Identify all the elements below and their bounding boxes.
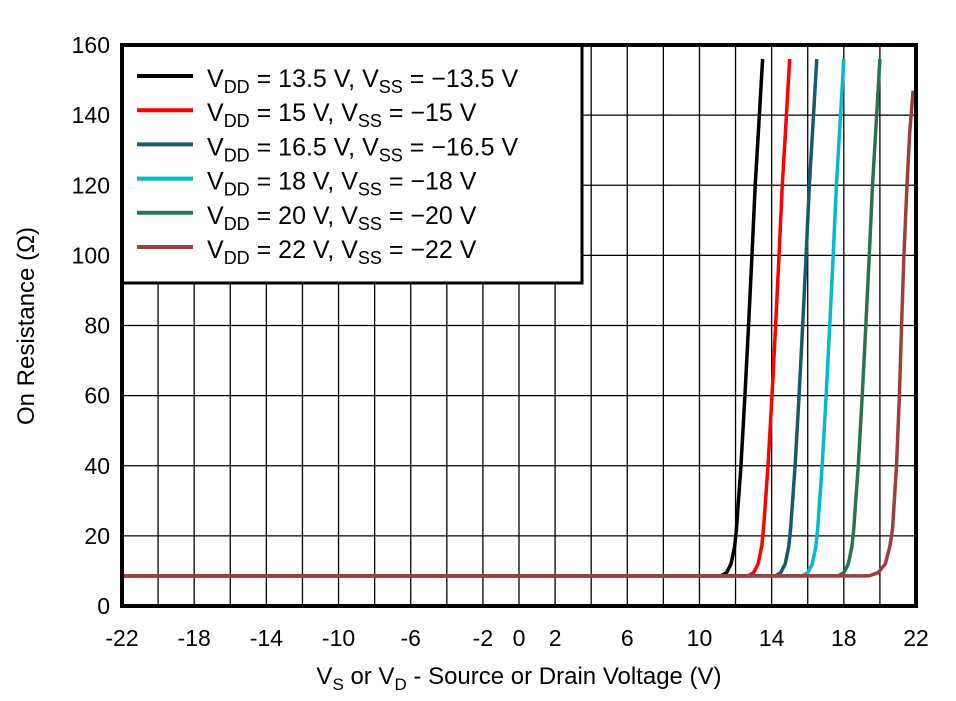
series-line-2 — [122, 58, 819, 578]
legend-text-part: DD — [224, 111, 250, 131]
legend-text-part: V — [362, 133, 379, 161]
x-tick-labels: -22 -18 -14 -10 -6 -2 0 2 6 10 14 18 22 — [105, 625, 928, 651]
legend-text-part: DD — [224, 180, 250, 200]
y-tick-label: 140 — [72, 102, 110, 128]
legend-text-part: V — [341, 202, 358, 230]
y-tick-label: 40 — [84, 453, 110, 479]
legend-text-part: SS — [358, 180, 382, 200]
series-line-3 — [122, 58, 846, 578]
legend-text-part: V — [341, 236, 358, 264]
series-lines — [122, 58, 915, 578]
legend-text-part: V — [207, 168, 224, 196]
legend-text-part: V — [207, 236, 224, 264]
x-tick-label: 14 — [759, 625, 785, 651]
x-tick-label: -2 — [473, 625, 493, 651]
legend-text-part: V — [207, 99, 224, 127]
x-tick-label: 0 — [513, 625, 526, 651]
y-tick-labels: 0 20 40 60 80 100 120 140 160 — [72, 32, 110, 619]
x-label-part: V — [316, 663, 332, 690]
legend-text-part: = 18 V, — [250, 168, 342, 196]
y-axis-label: On Resistance (Ω) — [13, 227, 40, 425]
legend-text-part: V — [341, 168, 358, 196]
x-label-part: or V — [344, 663, 395, 690]
legend-text-part: DD — [224, 248, 250, 268]
y-tick-label: 160 — [72, 32, 110, 58]
legend-text-part: = −20 V — [382, 202, 477, 230]
legend-text-part: V — [207, 65, 224, 93]
series-line-0 — [122, 58, 765, 578]
legend-text-part: SS — [358, 214, 382, 234]
x-label-sub: S — [332, 675, 343, 694]
x-label-sub: D — [394, 675, 406, 694]
x-tick-label: -10 — [322, 625, 355, 651]
x-tick-label: -22 — [105, 625, 138, 651]
legend-entry: VDD = 16.5 V, VSS = −16.5 V — [207, 133, 518, 165]
legend-entry: VDD = 22 V, VSS = −22 V — [207, 236, 477, 268]
legend-text-part: = 22 V, — [250, 236, 342, 264]
legend-text-part: SS — [379, 145, 403, 165]
series-line-5 — [122, 90, 915, 578]
x-tick-label: -14 — [250, 625, 283, 651]
y-tick-label: 120 — [72, 172, 110, 198]
legend-text-part: = −16.5 V — [403, 133, 519, 161]
legend-text-part: = −15 V — [382, 99, 477, 127]
legend-text-part: DD — [224, 145, 250, 165]
x-tick-label: 22 — [903, 625, 929, 651]
x-tick-label: -18 — [178, 625, 211, 651]
legend-text-part: SS — [379, 77, 403, 97]
legend-entry: VDD = 18 V, VSS = −18 V — [207, 168, 477, 200]
legend-text-part: DD — [224, 77, 250, 97]
legend-text-part: DD — [224, 214, 250, 234]
legend-entry: VDD = 20 V, VSS = −20 V — [207, 202, 477, 234]
y-tick-label: 0 — [97, 593, 110, 619]
legend-text-part: = −18 V — [382, 168, 477, 196]
legend-entry: VDD = 13.5 V, VSS = −13.5 V — [207, 65, 518, 97]
plot-frame — [120, 43, 918, 608]
x-tick-label: 10 — [687, 625, 713, 651]
y-tick-label: 20 — [84, 523, 110, 549]
legend-text-part: = 16.5 V, — [250, 133, 362, 161]
legend-text-part: = 15 V, — [250, 99, 342, 127]
x-tick-label: 18 — [831, 625, 857, 651]
legend-text-part: V — [341, 99, 358, 127]
legend-text-part: V — [362, 65, 379, 93]
legend-text-part: = −13.5 V — [403, 65, 519, 93]
y-tick-label: 80 — [84, 313, 110, 339]
legend-text-part: SS — [358, 111, 382, 131]
x-tick-label: -6 — [401, 625, 421, 651]
legend-text-part: = −22 V — [382, 236, 477, 264]
series-line-1 — [122, 58, 792, 578]
legend-text-part: = 13.5 V, — [250, 65, 362, 93]
x-tick-label: 2 — [549, 625, 562, 651]
series-line-4 — [122, 58, 882, 578]
y-tick-label: 60 — [84, 383, 110, 409]
x-label-part: - Source or Drain Voltage (V) — [407, 663, 722, 690]
x-axis-label: VS or VD - Source or Drain Voltage (V) — [316, 663, 721, 694]
legend-text-part: = 20 V, — [250, 202, 342, 230]
y-tick-label: 100 — [72, 242, 110, 268]
legend-text-part: V — [207, 133, 224, 161]
legend-entry: VDD = 15 V, VSS = −15 V — [207, 99, 477, 131]
legend-text-part: SS — [358, 248, 382, 268]
x-tick-label: 6 — [621, 625, 634, 651]
legend-text-part: V — [207, 202, 224, 230]
